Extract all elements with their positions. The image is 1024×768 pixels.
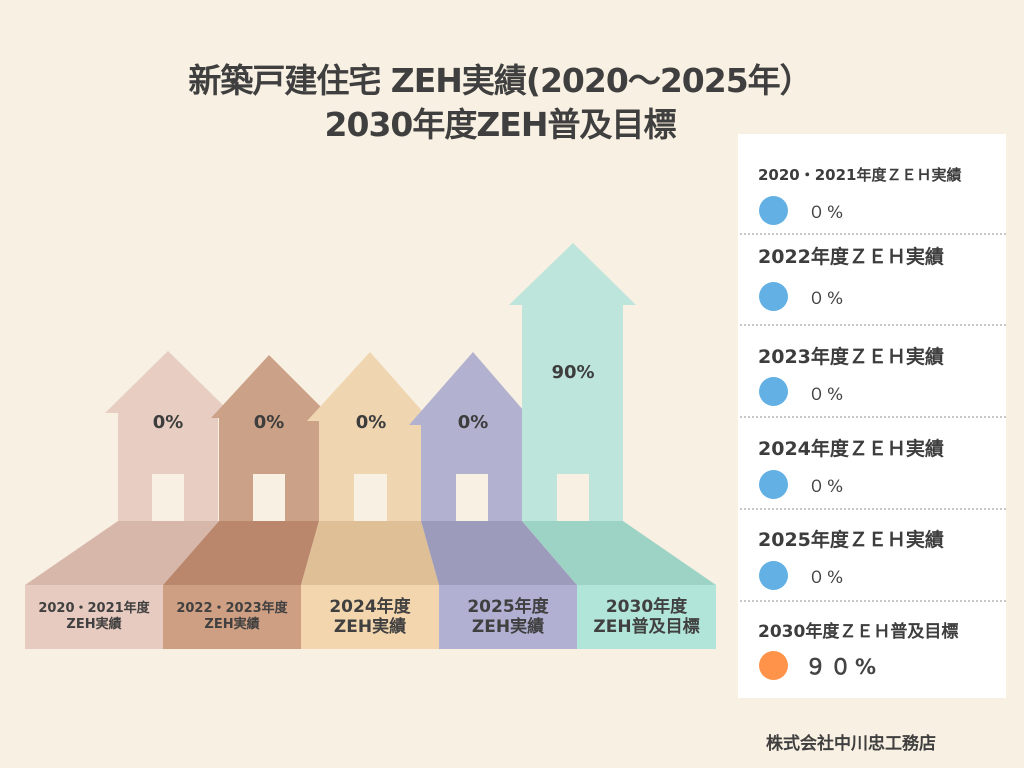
label-box-4 <box>439 585 577 649</box>
blue-circle-icon <box>759 561 788 590</box>
house-3-value: 0% <box>355 412 387 433</box>
floor-segment-4 <box>421 521 577 585</box>
category-label-5-line1: 2030年度 <box>605 596 688 617</box>
chart-title: 新築戸建住宅 ZEH実績(2020～2025年） 2030年度ZEH普及目標 <box>0 58 1000 148</box>
blue-circle-icon <box>759 196 788 225</box>
category-label-2: 2022・2023年度 ZEH実績 <box>163 585 301 649</box>
door-icon <box>456 474 488 521</box>
door-icon <box>354 474 387 521</box>
orange-circle-icon <box>759 651 788 680</box>
divider <box>740 416 1006 418</box>
category-label-4-line1: 2025年度 <box>467 596 549 617</box>
house-4-value: 0% <box>457 412 489 433</box>
door-icon <box>557 474 589 521</box>
house-2 <box>211 355 332 521</box>
legend-value: ０% <box>808 203 846 223</box>
legend-value: ０% <box>808 477 846 497</box>
category-label-3-line1: 2024年度 <box>329 596 411 617</box>
legend-value: ０% <box>808 568 846 588</box>
category-label-1-line1: 2020・2021年度 <box>38 601 150 617</box>
legend-value: ９０% <box>805 655 881 679</box>
blue-circle-icon <box>759 377 788 406</box>
label-box-3 <box>301 585 439 649</box>
house-1-value: 0% <box>152 412 184 433</box>
house-1 <box>105 351 231 521</box>
door-icon <box>253 474 285 521</box>
legend-heading: 2023年度ＺＥＨ実績 <box>758 346 944 368</box>
legend-heading: 2020・2021年度ＺＥＨ実績 <box>758 166 962 184</box>
house-5 <box>509 243 636 521</box>
legend-panel: 2020・2021年度ＺＥＨ実績 ０% 2022年度ＺＥＨ実績 ０% 2023年… <box>738 134 1006 698</box>
category-label-5-line2: ZEH普及目標 <box>593 617 700 637</box>
divider <box>740 233 1006 235</box>
house-5-value: 90% <box>551 362 595 383</box>
title-line-1: 新築戸建住宅 ZEH実績(2020～2025年） <box>188 61 812 100</box>
floor-segment-5 <box>522 521 716 585</box>
blue-circle-icon <box>759 282 788 311</box>
category-label-4-line2: ZEH実績 <box>471 617 545 637</box>
blue-circle-icon <box>759 470 788 499</box>
floor-segment-2 <box>163 521 319 585</box>
floor <box>25 521 716 585</box>
category-label-1: 2020・2021年度 ZEH実績 <box>25 585 163 649</box>
house-4 <box>409 352 536 521</box>
divider <box>740 600 1006 602</box>
category-label-5: 2030年度 ZEH普及目標 <box>577 585 716 649</box>
house-2-value: 0% <box>253 412 285 433</box>
door-icon <box>152 474 184 521</box>
legend-heading: 2022年度ＺＥＨ実績 <box>758 246 944 268</box>
label-box-2 <box>163 585 301 649</box>
label-box-1 <box>25 585 163 649</box>
title-line-2: 2030年度ZEH普及目標 <box>324 105 677 144</box>
legend-value: ０% <box>808 289 846 309</box>
category-label-2-line2: ZEH実績 <box>204 617 260 632</box>
divider <box>740 508 1006 510</box>
floor-segment-1 <box>25 521 219 585</box>
house-3 <box>307 352 431 521</box>
category-label-4: 2025年度 ZEH実績 <box>439 585 577 649</box>
category-label-2-line1: 2022・2023年度 <box>176 601 288 617</box>
category-label-3: 2024年度 ZEH実績 <box>301 585 439 649</box>
company-name: 株式会社中川忠工務店 <box>766 734 936 754</box>
legend-heading: 2024年度ＺＥＨ実績 <box>758 438 944 460</box>
label-box-5 <box>577 585 716 649</box>
floor-segment-3 <box>301 521 439 585</box>
legend-heading: 2025年度ＺＥＨ実績 <box>758 529 944 551</box>
category-label-1-line2: ZEH実績 <box>66 617 122 632</box>
legend-value: ０% <box>808 385 846 405</box>
divider <box>740 324 1006 326</box>
category-label-3-line2: ZEH実績 <box>333 617 407 637</box>
legend-heading: 2030年度ＺＥＨ普及目標 <box>758 622 959 642</box>
